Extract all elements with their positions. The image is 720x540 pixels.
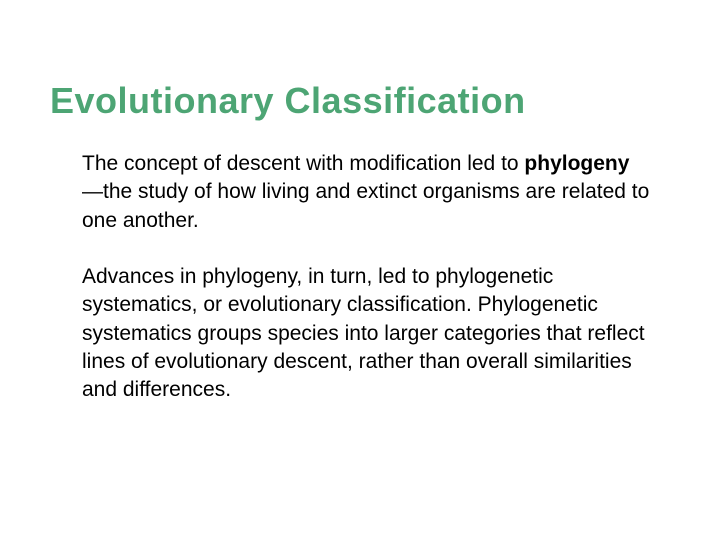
paragraph-1-pre: The concept of descent with modification… [82, 152, 524, 175]
paragraph-2-pre: Advances in phylogeny, in turn, led to p… [82, 265, 645, 401]
paragraph-1-post: —the study of how living and extinct org… [82, 180, 649, 231]
slide-body: The concept of descent with modification… [50, 150, 670, 405]
paragraph-2: Advances in phylogeny, in turn, led to p… [82, 263, 650, 405]
slide-title: Evolutionary Classification [50, 80, 670, 122]
paragraph-1-bold: phylogeny [524, 152, 629, 175]
paragraph-1: The concept of descent with modification… [82, 150, 650, 235]
